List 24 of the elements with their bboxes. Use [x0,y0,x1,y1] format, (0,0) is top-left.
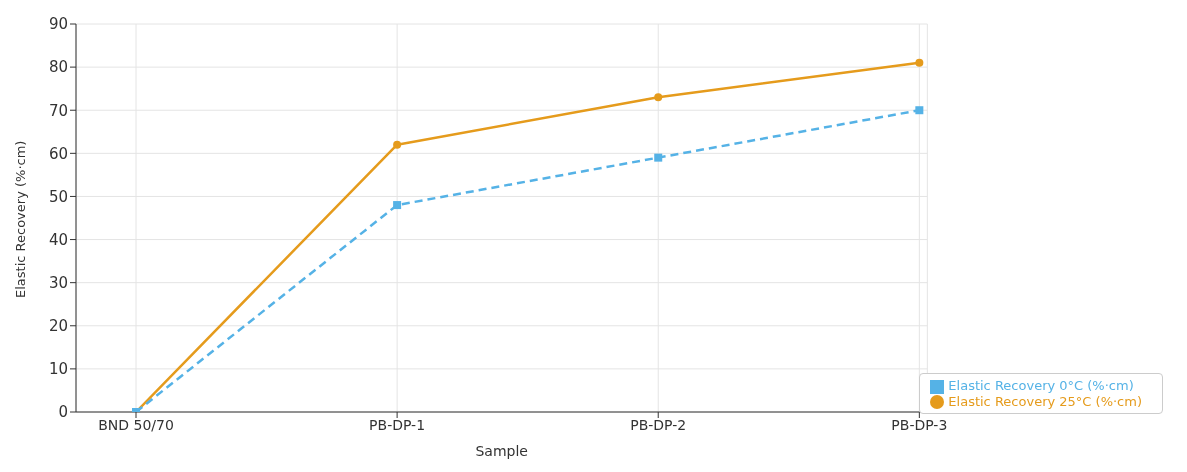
point [654,153,663,162]
x-tick-label: PB-DP-2 [630,416,687,433]
y-tick-label: 60 [48,144,68,163]
y-tick-label: 0 [58,403,68,422]
y-tick-label: 90 [48,15,68,34]
legend-label: Elastic Recovery 25°C (%·cm) [948,393,1142,409]
y-tick-label: 50 [48,187,68,206]
x-tick-label: PB-DP-3 [891,416,948,433]
point [654,93,663,102]
point [393,140,402,149]
y-tick-label: 20 [48,317,68,336]
x-tick-label: BND 50/70 [98,416,174,433]
y-tick-label: 70 [48,101,68,120]
point [915,106,924,115]
x-axis-title: Sample [475,443,528,459]
y-tick-label: 80 [48,58,68,77]
y-tick-label: 30 [48,273,68,292]
legend-label: Elastic Recovery 0°C (%·cm) [948,378,1134,393]
point [915,58,924,67]
point [393,201,402,210]
x-tick-label: PB-DP-1 [369,416,426,433]
y-tick-label: 10 [48,360,68,379]
y-tick-label: 40 [48,230,68,249]
y-axis-title: Elastic Recovery (%·cm) [12,140,28,298]
